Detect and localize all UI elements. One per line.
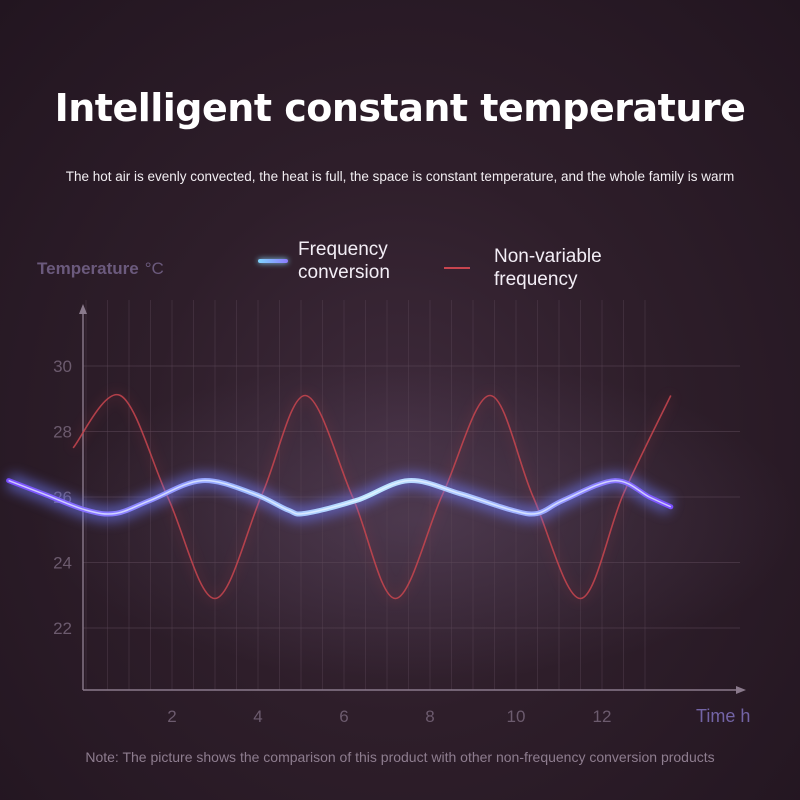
y-tick-label: 30 — [53, 357, 72, 376]
legend-swatch-frequency-conversion — [258, 259, 288, 263]
legend-swatch-non-variable-frequency — [444, 267, 470, 269]
legend-item-non-variable-frequency: Non-variable frequency — [444, 245, 602, 291]
page-subtitle: The hot air is evenly convected, the hea… — [65, 169, 735, 184]
x-tick-label: 8 — [425, 707, 434, 726]
y-tick-label: 24 — [53, 554, 72, 573]
x-tick-label: 12 — [593, 707, 612, 726]
y-axis-title: Temperature °C — [37, 259, 164, 279]
x-tick-label: 10 — [507, 707, 526, 726]
y-tick-label: 28 — [53, 423, 72, 442]
y-axis-unit: °C — [144, 259, 164, 278]
x-tick-label: 6 — [339, 707, 348, 726]
page-title: Intelligent constant temperature — [54, 86, 746, 130]
legend-label-non-variable-frequency: Non-variable frequency — [494, 246, 602, 290]
series-line-non-variable-frequency — [72, 393, 672, 600]
x-tick-label: 4 — [253, 707, 262, 726]
series-lines — [5, 392, 675, 602]
legend-label-frequency-conversion: Frequency conversion — [298, 239, 390, 283]
frequency-conversion-highlight — [8, 479, 672, 515]
footnote: Note: The picture shows the comparison o… — [85, 749, 715, 765]
y-tick-label: 22 — [53, 619, 72, 638]
x-tick-labels: 2 4 6 8 10 12 — [167, 707, 611, 726]
x-axis-arrow — [736, 686, 746, 694]
x-axis-title: Time h — [696, 706, 750, 726]
x-tick-label: 2 — [167, 707, 176, 726]
y-axis-label: Temperature — [37, 259, 139, 278]
y-axis-arrow — [79, 304, 87, 314]
legend-item-frequency-conversion: Frequency conversion — [258, 238, 390, 284]
background-glow — [40, 360, 800, 680]
